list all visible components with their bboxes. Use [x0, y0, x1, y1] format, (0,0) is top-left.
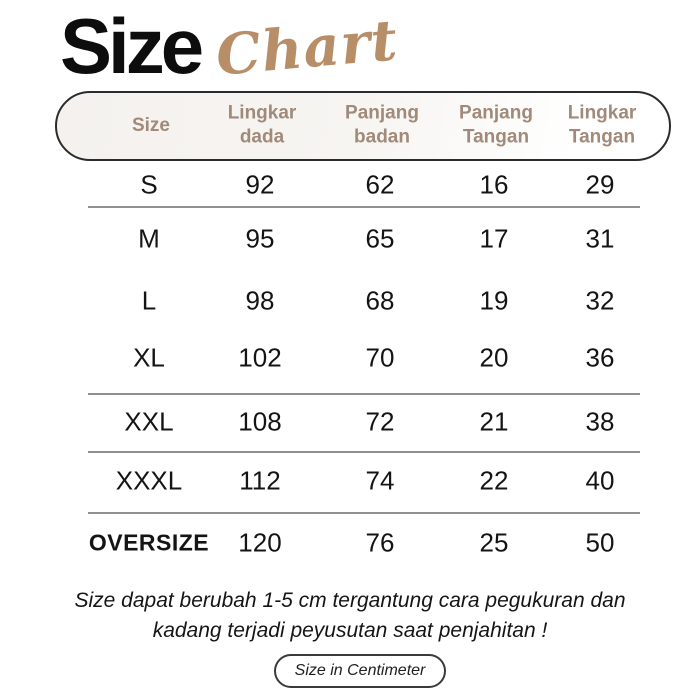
lingkar-dada-value: 108: [238, 406, 282, 437]
table-row-xxl: XXL 108 72 21 38: [55, 405, 671, 439]
lingkar-dada-value: 95: [245, 223, 275, 254]
panjang-badan-value: 76: [365, 527, 395, 558]
panjang-tangan-value: 19: [479, 285, 509, 316]
lingkar-tangan-value: 40: [585, 465, 615, 496]
unit-badge[interactable]: Size in Centimeter: [274, 654, 446, 688]
lingkar-tangan-value: 32: [585, 285, 615, 316]
row-divider: [88, 206, 640, 208]
row-divider: [88, 393, 640, 395]
column-header-panjang-badan: Panjang badan: [345, 102, 419, 148]
table-row-oversize: OVERSIZE 120 76 25 50: [55, 526, 671, 560]
lingkar-dada-value: 120: [238, 527, 282, 558]
lingkar-dada-value: 112: [239, 465, 281, 496]
lingkar-tangan-value: 31: [585, 223, 615, 254]
lingkar-tangan-value: 50: [585, 527, 615, 558]
footer-note-line2: kadang terjadi peyusutan saat penjahitan…: [152, 619, 548, 642]
size-value: XL: [133, 342, 165, 373]
title-word-size: Size: [60, 2, 204, 90]
panjang-badan-value: 74: [365, 465, 395, 496]
table-row-l: L 98 68 19 32: [55, 284, 671, 318]
row-divider: [88, 512, 640, 514]
size-value: OVERSIZE: [88, 529, 210, 556]
column-header-size: Size: [131, 114, 171, 136]
footer-note-line1: Size dapat berubah 1-5 cm tergantung car…: [74, 589, 626, 612]
column-header-lingkar-dada: Lingkar dada: [227, 102, 297, 148]
size-value: M: [138, 223, 160, 254]
lingkar-dada-value: 98: [245, 285, 275, 316]
table-row-m: M 95 65 17 31: [55, 222, 671, 256]
panjang-tangan-value: 16: [479, 169, 509, 200]
panjang-tangan-value: 22: [479, 465, 509, 496]
panjang-tangan-value: 17: [479, 223, 509, 254]
table-header: Size Lingkar dada Panjang badan Panjang …: [55, 91, 671, 161]
column-header-panjang-tangan: Panjang Tangan: [459, 102, 533, 148]
page-title: Size Chart: [60, 2, 401, 90]
title-word-chart: Chart: [213, 7, 401, 89]
lingkar-tangan-value: 36: [585, 342, 615, 373]
lingkar-dada-value: 92: [245, 169, 275, 200]
table-row-xxxl: XXXL 112 74 22 40: [55, 464, 671, 498]
panjang-tangan-value: 20: [479, 342, 509, 373]
column-header-lingkar-tangan: Lingkar Tangan: [567, 102, 637, 148]
panjang-tangan-value: 25: [479, 527, 509, 558]
panjang-badan-value: 65: [365, 223, 395, 254]
unit-badge-label: Size in Centimeter: [294, 662, 426, 679]
size-value: L: [141, 285, 157, 316]
size-value: XXL: [124, 406, 174, 437]
size-value: S: [140, 169, 158, 200]
panjang-tangan-value: 21: [479, 406, 509, 437]
panjang-badan-value: 70: [365, 342, 395, 373]
panjang-badan-value: 68: [365, 285, 395, 316]
table-row-xl: XL 102 70 20 36: [55, 341, 671, 375]
size-value: XXXL: [115, 465, 183, 496]
row-divider: [88, 451, 640, 453]
lingkar-tangan-value: 38: [585, 406, 615, 437]
panjang-badan-value: 72: [365, 406, 395, 437]
table-row-s: S 92 62 16 29: [55, 168, 671, 202]
lingkar-tangan-value: 29: [585, 169, 615, 200]
panjang-badan-value: 62: [365, 169, 395, 200]
lingkar-dada-value: 102: [238, 342, 282, 373]
